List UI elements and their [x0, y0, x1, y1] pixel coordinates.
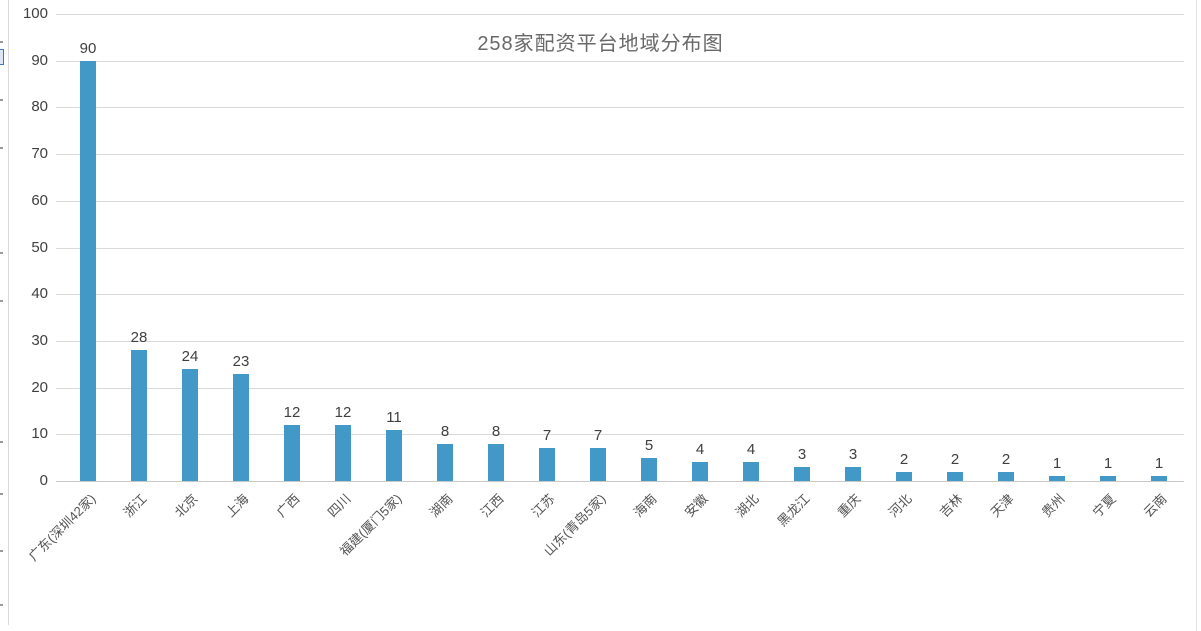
bar-value-label: 90	[79, 40, 97, 57]
y-tick-label: 10	[31, 425, 48, 442]
edge-tick-fragment	[0, 441, 3, 443]
x-axis-baseline	[56, 481, 1184, 482]
y-tick-label: 30	[31, 332, 48, 349]
y-tick-label: 80	[31, 98, 48, 115]
bar	[1100, 476, 1116, 481]
bar-value-label: 2	[950, 451, 960, 468]
bar	[590, 448, 606, 481]
y-tick-label: 40	[31, 285, 48, 302]
gridline	[56, 248, 1184, 249]
bar-value-label: 3	[797, 446, 807, 463]
left-edge-divider	[8, 0, 9, 625]
bar-value-label: 11	[386, 409, 402, 426]
bar	[896, 472, 912, 481]
bar	[743, 462, 759, 481]
bar-value-label: 12	[334, 404, 352, 421]
bar	[437, 444, 453, 481]
gridline	[56, 61, 1184, 62]
gridline	[56, 201, 1184, 202]
edge-tick-fragment	[0, 147, 3, 149]
bar-value-label: 7	[542, 427, 552, 444]
gridline	[56, 341, 1184, 342]
bar	[692, 462, 708, 481]
bar-value-label: 1	[1103, 455, 1113, 472]
gridline	[56, 294, 1184, 295]
edge-tick-fragment	[0, 300, 3, 302]
bar	[488, 444, 504, 481]
edge-tick-fragment	[0, 550, 3, 552]
y-tick-label: 70	[31, 145, 48, 162]
edge-tick-fragment	[0, 604, 3, 606]
y-tick-label: 0	[39, 472, 48, 489]
bar-value-label: 5	[644, 437, 654, 454]
bar	[335, 425, 351, 481]
bar	[641, 458, 657, 481]
edge-tick-fragment	[0, 41, 3, 43]
bar-value-label: 4	[746, 441, 756, 458]
bar-value-label: 8	[440, 423, 450, 440]
bar-value-label: 8	[491, 423, 501, 440]
bar-value-label: 2	[899, 451, 909, 468]
gridline	[56, 107, 1184, 108]
bar	[1049, 476, 1065, 481]
gridline	[56, 14, 1184, 15]
bar	[998, 472, 1014, 481]
bar	[131, 350, 147, 481]
cropped-cell-fragment	[0, 49, 4, 65]
y-tick-label: 60	[31, 192, 48, 209]
bar-value-label: 28	[130, 329, 148, 346]
bar-value-label: 23	[232, 353, 250, 370]
bar	[845, 467, 861, 481]
bar	[182, 369, 198, 481]
bar-value-label: 12	[283, 404, 301, 421]
gridline	[56, 154, 1184, 155]
y-tick-label: 90	[31, 52, 48, 69]
bar	[386, 430, 402, 481]
bar-value-label: 3	[848, 446, 858, 463]
chart-title: 258家配资平台地域分布图	[477, 33, 724, 55]
bar	[947, 472, 963, 481]
y-tick-label: 20	[31, 379, 48, 396]
bar	[1151, 476, 1167, 481]
bar-value-label: 7	[593, 427, 603, 444]
bar	[284, 425, 300, 481]
bar-value-label: 1	[1052, 455, 1062, 472]
edge-tick-fragment	[0, 252, 3, 254]
right-edge-divider	[1196, 0, 1197, 631]
edge-tick-fragment	[0, 493, 3, 495]
edge-tick-fragment	[0, 99, 3, 101]
bar-value-label: 2	[1001, 451, 1011, 468]
bar	[233, 374, 249, 481]
gridline	[56, 434, 1184, 435]
bar-value-label: 24	[181, 348, 199, 365]
bar-value-label: 4	[695, 441, 705, 458]
y-tick-label: 100	[22, 5, 48, 22]
bar	[539, 448, 555, 481]
y-tick-label: 50	[31, 239, 48, 256]
bar-value-label: 1	[1154, 455, 1164, 472]
bar	[80, 61, 96, 481]
bar	[794, 467, 810, 481]
gridline	[56, 388, 1184, 389]
